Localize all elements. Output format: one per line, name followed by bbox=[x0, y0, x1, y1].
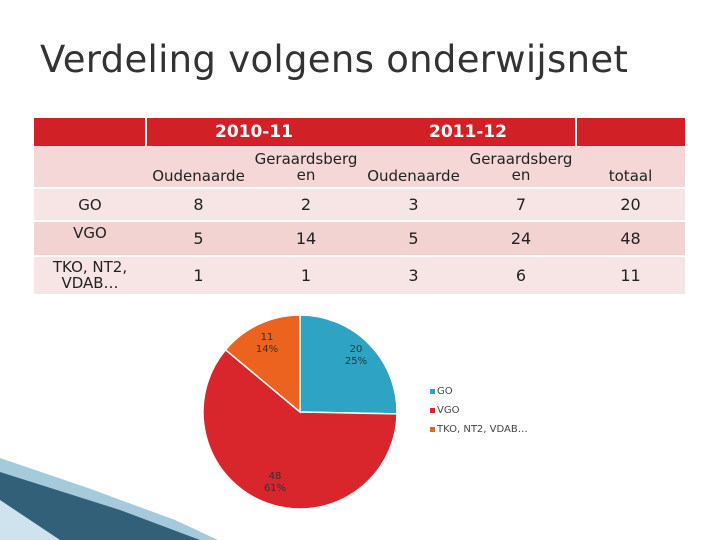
table-cell: 8 bbox=[146, 187, 251, 221]
pie-chart bbox=[202, 314, 398, 510]
table-row: VGO 5 14 5 24 48 bbox=[34, 220, 685, 256]
row-label-go: GO bbox=[34, 187, 146, 221]
table-row: GO 8 2 3 7 20 bbox=[34, 187, 685, 221]
legend-swatch-tko bbox=[430, 427, 435, 432]
table-row: TKO, NT2, VDAB… 1 1 3 6 11 bbox=[34, 255, 685, 294]
col-oudenaarde-2011: Oudenaarde bbox=[361, 146, 466, 188]
pie-label-percent-vgo: 61% bbox=[264, 483, 286, 494]
pie-label-value-go: 20 bbox=[350, 344, 363, 355]
pie-slice-go bbox=[299, 314, 398, 415]
swoosh-highlight bbox=[0, 500, 60, 540]
table-cell: 24 bbox=[466, 220, 576, 256]
table-cell: 6 bbox=[466, 255, 576, 294]
legend-swatch-go bbox=[430, 389, 435, 394]
legend-swatch-vgo bbox=[430, 408, 435, 413]
slide-title: Verdeling volgens onderwijsnet bbox=[40, 38, 629, 81]
pie-label-percent-tko: 14% bbox=[256, 344, 278, 355]
legend-label-tko: TKO, NT2, VDAB… bbox=[436, 424, 528, 435]
pie-slice-tko bbox=[224, 314, 301, 414]
decorative-swoosh bbox=[0, 458, 218, 540]
table-cell: 2 bbox=[251, 187, 361, 221]
pie-slice-vgo bbox=[202, 348, 398, 510]
pie-label-value-vgo: 48 bbox=[269, 471, 282, 482]
table-cell: 5 bbox=[361, 220, 466, 256]
row-label-tko: TKO, NT2, VDAB… bbox=[34, 255, 146, 294]
table-cell: 7 bbox=[466, 187, 576, 221]
table-cell: 1 bbox=[251, 255, 361, 294]
col-geraardsbergen-2011: Geraardsberg en bbox=[466, 146, 576, 188]
col-geraardsbergen-2010: Geraardsberg en bbox=[251, 146, 361, 188]
table-cell: 11 bbox=[576, 255, 685, 294]
table-cell: 5 bbox=[146, 220, 251, 256]
legend-label-go: GO bbox=[437, 386, 453, 397]
col-geraardsbergen-2010-top: Geraardsberg bbox=[254, 149, 358, 168]
table-cell: 20 bbox=[576, 187, 685, 221]
col-geraardsbergen-2010-bot: en bbox=[296, 165, 316, 184]
table-cell: 3 bbox=[361, 255, 466, 294]
data-table: 2010-11 2011-12 Oudenaarde Geraardsberg e… bbox=[34, 118, 685, 294]
year-2011-12: 2011-12 bbox=[361, 118, 576, 146]
table-cell: 14 bbox=[251, 220, 361, 256]
row-label-vgo: VGO bbox=[34, 220, 146, 256]
table-cell: 3 bbox=[361, 187, 466, 221]
header-empty-cell bbox=[34, 118, 146, 146]
sub-header-row: Oudenaarde Geraardsberg en Oudenaarde Ger… bbox=[34, 146, 685, 188]
col-totaal: totaal bbox=[576, 146, 685, 188]
swoosh-dark bbox=[0, 472, 200, 540]
legend: GO VGO TKO, NT2, VDAB… bbox=[430, 386, 528, 435]
col-geraardsbergen-2011-bot: en bbox=[511, 165, 531, 184]
pie-label-percent-go: 25% bbox=[345, 356, 367, 367]
legend-label-vgo: VGO bbox=[437, 405, 460, 416]
table-cell: 48 bbox=[576, 220, 685, 256]
col-geraardsbergen-2011-top: Geraardsberg bbox=[469, 149, 573, 168]
year-header-row: 2010-11 2011-12 bbox=[34, 118, 685, 146]
pie-label-value-tko: 11 bbox=[261, 332, 274, 343]
col-oudenaarde-2010: Oudenaarde bbox=[146, 146, 251, 188]
table-cell: 1 bbox=[146, 255, 251, 294]
sub-header-empty-cell bbox=[34, 146, 146, 188]
header-total-empty bbox=[575, 118, 685, 146]
year-2010-11: 2010-11 bbox=[145, 118, 361, 146]
